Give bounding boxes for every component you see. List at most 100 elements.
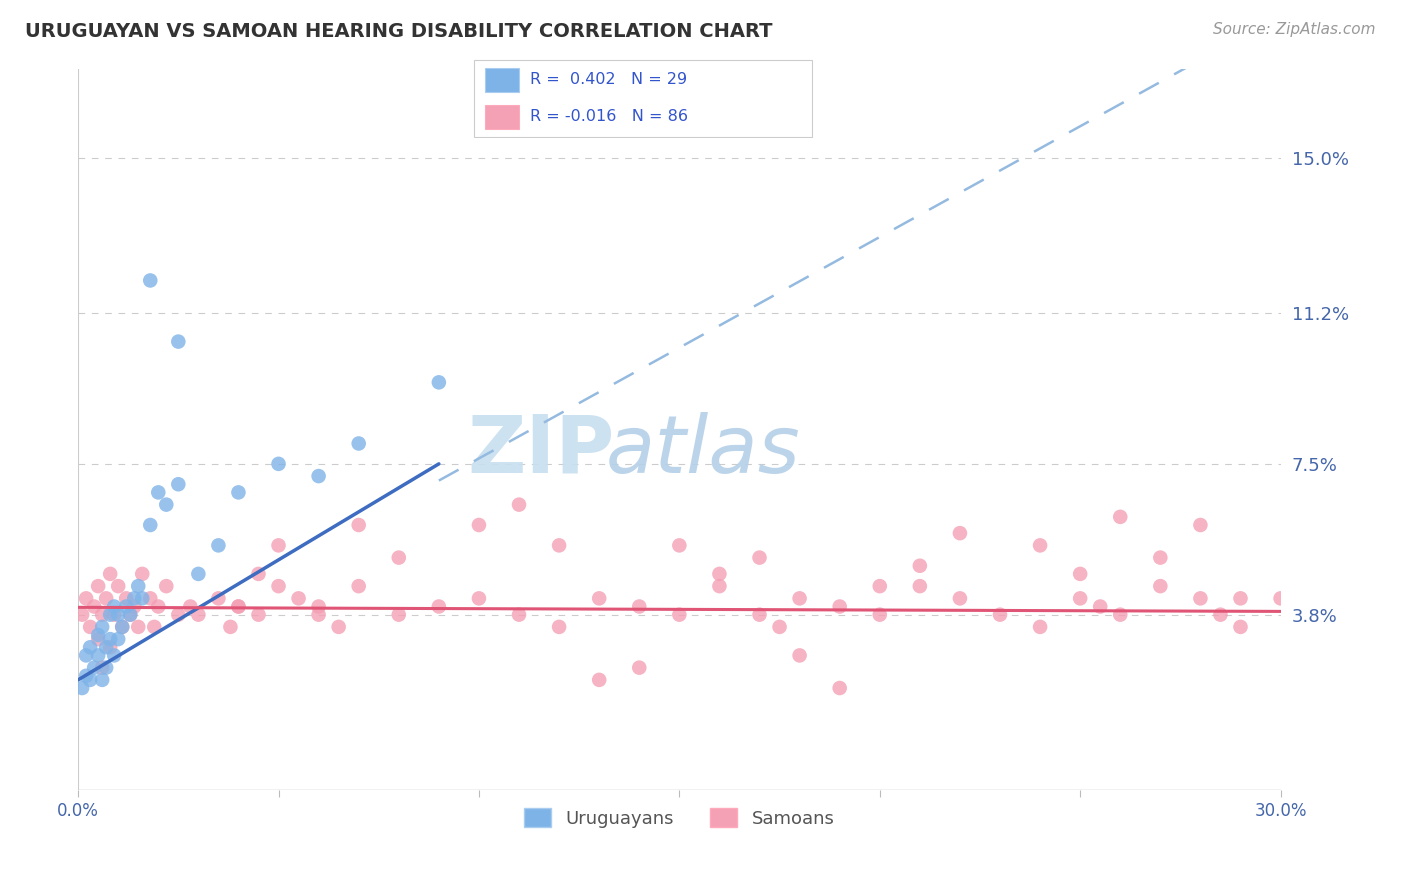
Point [1149, 550, 1171, 565]
Point [83, 660, 105, 674]
Point [1229, 591, 1251, 606]
Point [91, 660, 114, 674]
Point [148, 485, 170, 500]
Point [98, 640, 121, 655]
Point [347, 518, 370, 533]
Point [111, 620, 134, 634]
Point [79, 673, 101, 687]
Point [122, 599, 145, 614]
Point [869, 579, 891, 593]
Point [75, 669, 97, 683]
Point [155, 579, 177, 593]
Point [427, 599, 450, 614]
Point [83, 599, 105, 614]
Point [709, 579, 731, 593]
Point [1109, 509, 1132, 524]
Point [120, 607, 142, 622]
Point [287, 591, 309, 606]
Point [167, 334, 190, 349]
Point [96, 640, 118, 655]
Point [1109, 607, 1132, 622]
Point [949, 526, 972, 541]
Point [668, 538, 690, 552]
Point [1189, 518, 1212, 533]
Point [908, 579, 931, 593]
Point [388, 550, 411, 565]
Point [228, 599, 250, 614]
Point [139, 518, 162, 533]
Point [1029, 620, 1052, 634]
Point [207, 591, 229, 606]
Point [91, 673, 114, 687]
Text: R = -0.016   N = 86: R = -0.016 N = 86 [530, 109, 688, 124]
Point [628, 660, 651, 674]
Point [143, 620, 166, 634]
Point [508, 498, 530, 512]
Point [828, 599, 851, 614]
Text: R =  0.402   N = 29: R = 0.402 N = 29 [530, 72, 686, 87]
Point [548, 620, 571, 634]
Point [187, 566, 209, 581]
Point [789, 648, 811, 663]
Point [155, 498, 177, 512]
Point [388, 607, 411, 622]
Point [107, 579, 129, 593]
Point [148, 599, 170, 614]
Point [228, 599, 250, 614]
Point [1229, 620, 1251, 634]
Point [103, 607, 125, 622]
Point [668, 607, 690, 622]
Point [127, 620, 149, 634]
Point [828, 681, 851, 695]
Point [127, 579, 149, 593]
FancyBboxPatch shape [474, 60, 813, 136]
Point [219, 620, 242, 634]
Point [87, 648, 110, 663]
Point [131, 566, 153, 581]
Point [308, 469, 330, 483]
Point [87, 632, 110, 646]
Point [98, 607, 121, 622]
Point [70, 607, 93, 622]
Point [247, 607, 270, 622]
Point [988, 607, 1011, 622]
Point [949, 591, 972, 606]
Point [139, 273, 162, 287]
Point [328, 620, 350, 634]
Point [468, 518, 491, 533]
Point [103, 599, 125, 614]
Point [103, 648, 125, 663]
Point [79, 640, 101, 655]
Point [1090, 599, 1112, 614]
Point [115, 599, 138, 614]
Point [96, 660, 118, 674]
Point [1149, 579, 1171, 593]
Point [87, 628, 110, 642]
Point [87, 579, 110, 593]
Point [167, 607, 190, 622]
Point [308, 607, 330, 622]
Text: Source: ZipAtlas.com: Source: ZipAtlas.com [1212, 22, 1375, 37]
Point [207, 538, 229, 552]
Point [427, 376, 450, 390]
Point [96, 591, 118, 606]
Point [588, 591, 610, 606]
Point [709, 566, 731, 581]
Point [508, 607, 530, 622]
FancyBboxPatch shape [485, 68, 519, 92]
Legend: Uruguayans, Samoans: Uruguayans, Samoans [517, 801, 842, 835]
Point [75, 591, 97, 606]
Point [768, 620, 790, 634]
Point [91, 607, 114, 622]
Point [347, 436, 370, 450]
Point [1029, 538, 1052, 552]
Point [167, 477, 190, 491]
Point [115, 591, 138, 606]
Point [179, 599, 201, 614]
Point [267, 579, 290, 593]
Point [548, 538, 571, 552]
Point [748, 550, 770, 565]
Text: ZIP: ZIP [467, 412, 614, 490]
Point [1270, 591, 1292, 606]
Text: atlas: atlas [606, 412, 801, 490]
